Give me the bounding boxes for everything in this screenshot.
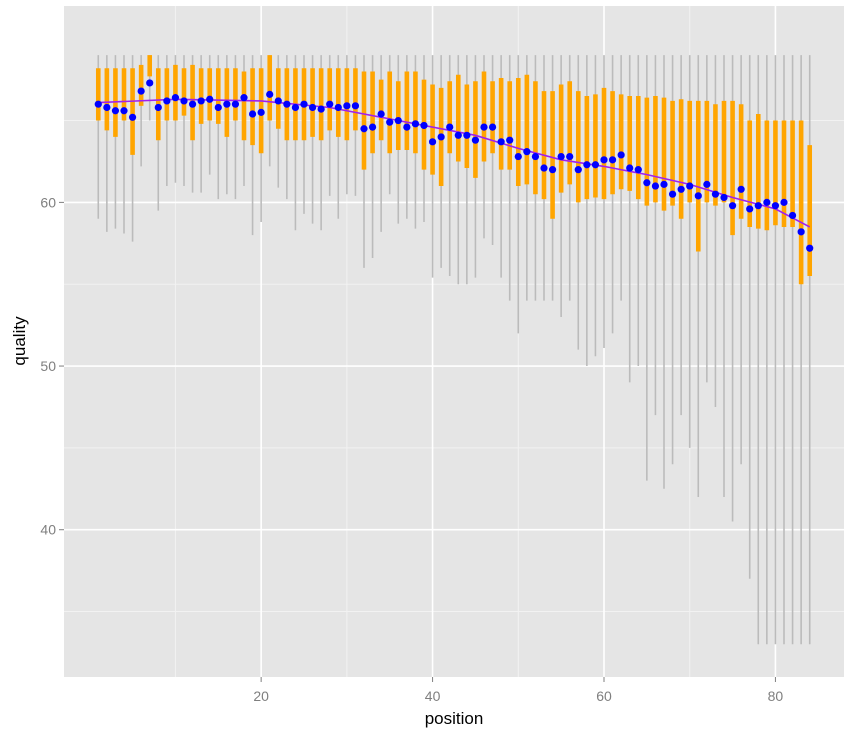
mean-point <box>94 100 102 108</box>
mean-point <box>574 166 582 174</box>
mean-point <box>360 125 368 133</box>
mean-point <box>480 123 488 131</box>
x-tick-label: 80 <box>768 688 784 704</box>
mean-point <box>163 97 171 105</box>
mean-point <box>274 97 282 105</box>
mean-point <box>291 103 300 112</box>
x-tick-label: 40 <box>425 688 441 704</box>
mean-point <box>351 102 360 110</box>
mean-point <box>677 185 685 193</box>
mean-point <box>497 138 505 146</box>
mean-point <box>686 182 694 190</box>
mean-point <box>428 138 437 146</box>
mean-point <box>454 131 462 139</box>
mean-point <box>214 103 222 112</box>
mean-point <box>540 164 548 172</box>
mean-point <box>746 205 754 213</box>
mean-point <box>771 202 780 210</box>
mean-point <box>720 193 728 202</box>
mean-point <box>154 103 162 112</box>
mean-point <box>780 198 788 206</box>
mean-point <box>694 192 702 200</box>
box-bars <box>95 55 813 285</box>
mean-point <box>763 198 771 206</box>
mean-point <box>668 190 677 198</box>
mean-point <box>111 107 120 115</box>
mean-point <box>128 113 137 121</box>
mean-point <box>634 166 642 174</box>
mean-point <box>334 103 342 112</box>
mean-point <box>488 123 497 131</box>
mean-point <box>146 79 154 87</box>
mean-point <box>223 100 231 108</box>
mean-point <box>617 151 625 159</box>
mean-point <box>206 95 214 103</box>
mean-point <box>437 133 445 141</box>
mean-point <box>523 148 531 156</box>
mean-point <box>788 211 797 220</box>
y-tick-label: 60 <box>40 194 56 210</box>
y-axis-ticks: 40 50 60 <box>40 194 64 538</box>
mean-point <box>806 244 814 252</box>
mean-point <box>411 120 420 128</box>
mean-point <box>514 152 522 161</box>
mean-point <box>171 94 180 102</box>
mean-point <box>660 180 668 188</box>
mean-point <box>548 166 557 174</box>
mean-point <box>308 103 317 112</box>
mean-points <box>94 79 814 252</box>
mean-point <box>300 100 308 108</box>
mean-point <box>591 161 600 169</box>
x-tick-label: 60 <box>596 688 612 704</box>
mean-point <box>386 118 394 126</box>
mean-point <box>643 179 651 187</box>
mean-point <box>137 87 145 95</box>
y-axis-title: quality <box>10 316 29 366</box>
mean-point <box>180 97 188 105</box>
x-axis-title: position <box>425 709 484 728</box>
mean-point <box>506 136 514 144</box>
mean-point <box>120 107 128 115</box>
mean-point <box>754 202 762 210</box>
mean-point <box>420 121 428 130</box>
mean-point <box>463 131 471 139</box>
mean-point <box>197 97 205 105</box>
mean-point <box>626 164 634 172</box>
mean-point <box>394 116 402 125</box>
y-tick-label: 40 <box>40 522 56 538</box>
mean-point <box>283 100 291 108</box>
mean-point <box>600 156 608 164</box>
mean-point <box>566 152 574 161</box>
mean-point <box>368 123 377 131</box>
mean-point <box>188 100 197 108</box>
mean-point <box>471 136 480 144</box>
mean-point <box>737 185 745 193</box>
mean-point <box>377 110 385 118</box>
mean-point <box>231 100 240 108</box>
y-tick-label: 50 <box>40 358 56 374</box>
mean-point <box>317 105 325 113</box>
mean-point <box>703 180 711 188</box>
mean-point <box>557 152 565 161</box>
mean-point <box>248 110 257 118</box>
mean-point <box>446 123 454 131</box>
mean-point <box>403 123 411 131</box>
mean-point <box>257 108 265 116</box>
mean-point <box>266 90 274 98</box>
mean-point <box>797 228 805 236</box>
mean-point <box>103 103 111 112</box>
mean-point <box>608 156 617 164</box>
mean-point <box>728 202 737 210</box>
x-tick-label: 20 <box>253 688 269 704</box>
mean-point <box>583 161 591 169</box>
mean-point <box>531 152 540 161</box>
mean-point <box>651 182 660 190</box>
plot-panel <box>64 6 844 677</box>
mean-point <box>240 94 248 102</box>
x-axis-ticks: 20 40 60 80 <box>253 677 783 704</box>
mean-point <box>343 102 351 110</box>
mean-point <box>326 100 334 108</box>
mean-point <box>711 190 720 198</box>
